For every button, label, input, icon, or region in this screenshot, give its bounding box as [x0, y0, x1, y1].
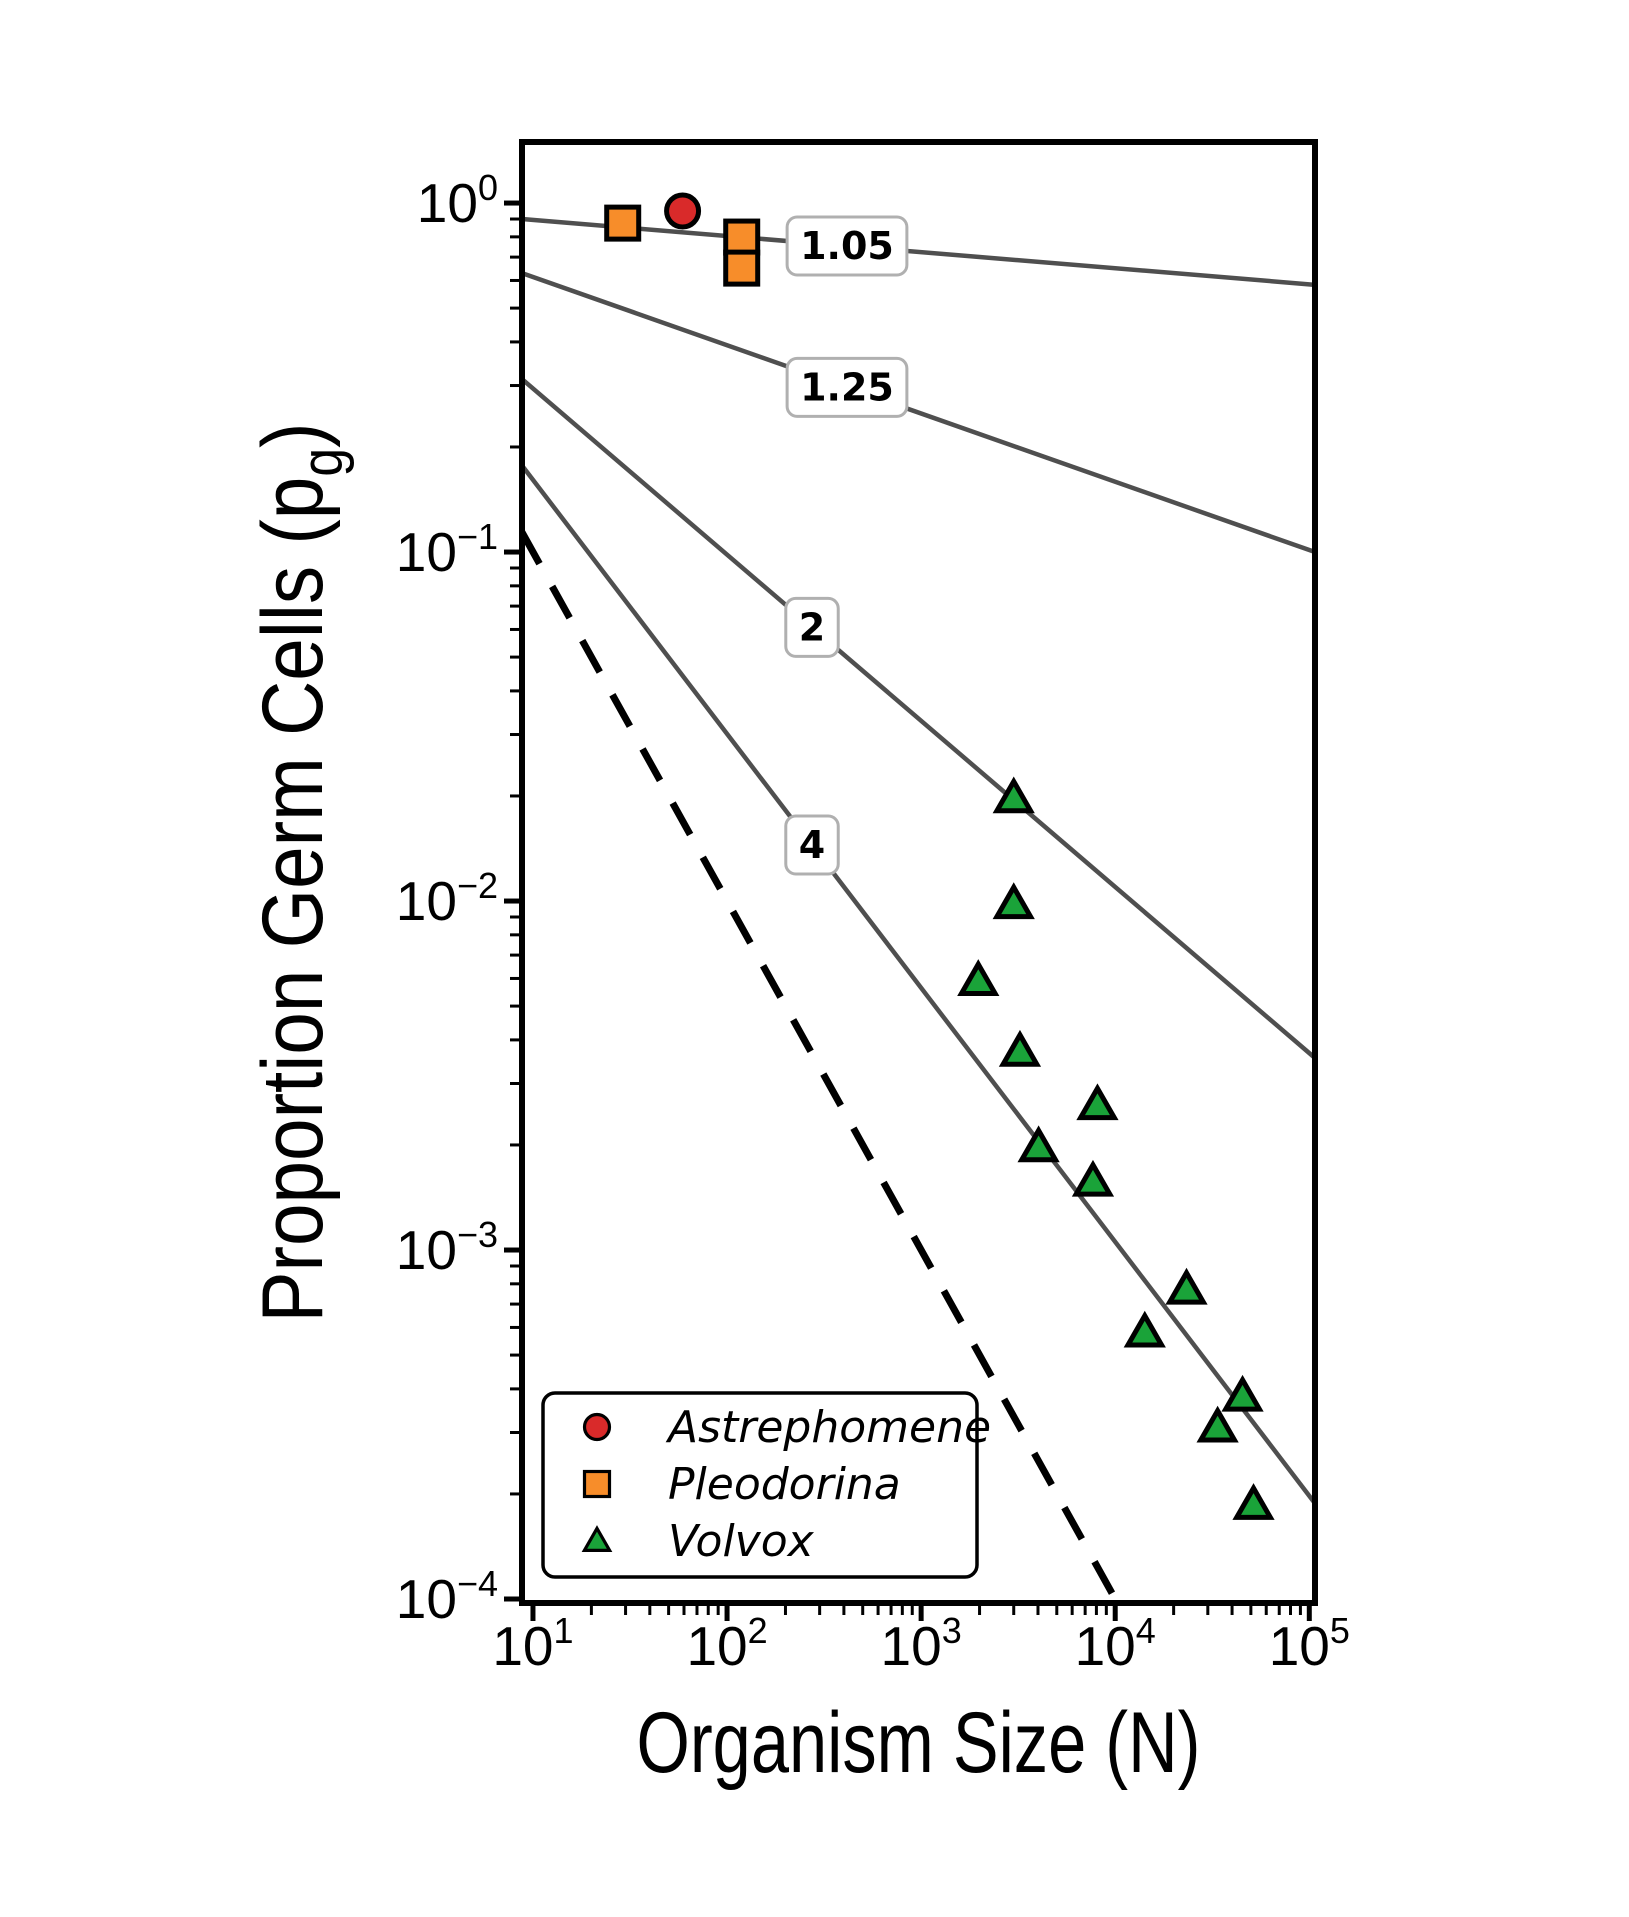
- y-tick-label: 10−4: [396, 1563, 498, 1630]
- line-label-1.05: 1.05: [785, 215, 909, 277]
- pleodorina-point: [723, 249, 761, 287]
- ref-line-4: [520, 464, 1317, 1505]
- legend-box: [541, 1391, 979, 1579]
- ref-line-2: [520, 377, 1317, 1060]
- line-label-4: 4: [784, 814, 840, 876]
- volvox-point: [1017, 1125, 1060, 1163]
- ref-line-1.05: [521, 216, 1316, 288]
- series-astrephomene: [664, 192, 702, 230]
- y-tick-label: 10−3: [396, 1214, 498, 1281]
- reference-lines: [520, 216, 1317, 1505]
- astrephomene-point: [664, 192, 702, 230]
- line-label-box: [785, 356, 909, 418]
- line-label-box: [784, 596, 840, 658]
- volvox-point: [1071, 1159, 1115, 1197]
- legend-item-volvox: Volvox: [581, 1516, 815, 1567]
- x-tick-label: 101: [492, 1610, 573, 1677]
- volvox-point: [1196, 1405, 1239, 1443]
- legend-item-label: Astrephomene: [665, 1402, 991, 1453]
- line-label-box: [785, 215, 909, 277]
- legend-item-label: Volvox: [668, 1516, 815, 1567]
- square-legend-marker-icon: [582, 1469, 612, 1499]
- series-pleodorina: [604, 204, 761, 287]
- x-tick-label: 105: [1269, 1610, 1350, 1677]
- line-label-2: 2: [784, 596, 840, 658]
- triangle-legend-marker-icon: [581, 1525, 613, 1552]
- y-tick-label: 10−2: [396, 865, 498, 932]
- volvox-point: [1221, 1374, 1264, 1412]
- legend-item-astrephomene: Astrephomene: [582, 1402, 991, 1453]
- pleodorina-point: [604, 204, 642, 242]
- pleodorina-point: [723, 218, 761, 256]
- volvox-point: [1123, 1310, 1166, 1348]
- y-tick-label: 100: [417, 167, 498, 234]
- y-axis-title: Proportion Germ Cells (pg): [245, 422, 355, 1322]
- x-tick-label: 104: [1075, 1610, 1156, 1677]
- volvox-point: [1076, 1083, 1119, 1121]
- x-tick-label: 102: [686, 1610, 767, 1677]
- line-label-text: 4: [799, 823, 825, 867]
- series-volvox: [957, 776, 1275, 1520]
- line-label-text: 1.25: [800, 365, 894, 409]
- reference-dashed-line: [518, 530, 1121, 1605]
- x-axis-title: Organism Size (N): [637, 1695, 1201, 1791]
- plot-border: [519, 139, 1318, 1606]
- line-label-box: [784, 814, 840, 876]
- legend: Astrephomene Pleodorina Volvox: [541, 1391, 991, 1579]
- volvox-point: [992, 776, 1035, 814]
- y-axis: 100 10−1 10−2 10−3 10−4: [396, 167, 519, 1630]
- ref-line-labels: 1.05 1.25 2 4: [784, 215, 909, 876]
- ref-line-1.25: [521, 270, 1316, 555]
- volvox-point: [998, 1029, 1042, 1067]
- legend-item-label: Pleodorina: [668, 1459, 901, 1510]
- volvox-point: [1165, 1267, 1208, 1305]
- line-label-text: 2: [799, 605, 825, 649]
- line-label-text: 1.05: [800, 224, 894, 268]
- legend-item-pleodorina: Pleodorina: [582, 1459, 901, 1510]
- line-label-1.25: 1.25: [785, 356, 909, 418]
- volvox-point: [992, 882, 1035, 920]
- y-tick-label: 10−1: [396, 516, 498, 583]
- volvox-point: [1232, 1483, 1275, 1520]
- circle-legend-marker-icon: [582, 1412, 612, 1442]
- x-tick-label: 103: [881, 1610, 962, 1677]
- x-axis: 101 102 103 104 105: [492, 1606, 1350, 1677]
- volvox-point: [957, 959, 1000, 996]
